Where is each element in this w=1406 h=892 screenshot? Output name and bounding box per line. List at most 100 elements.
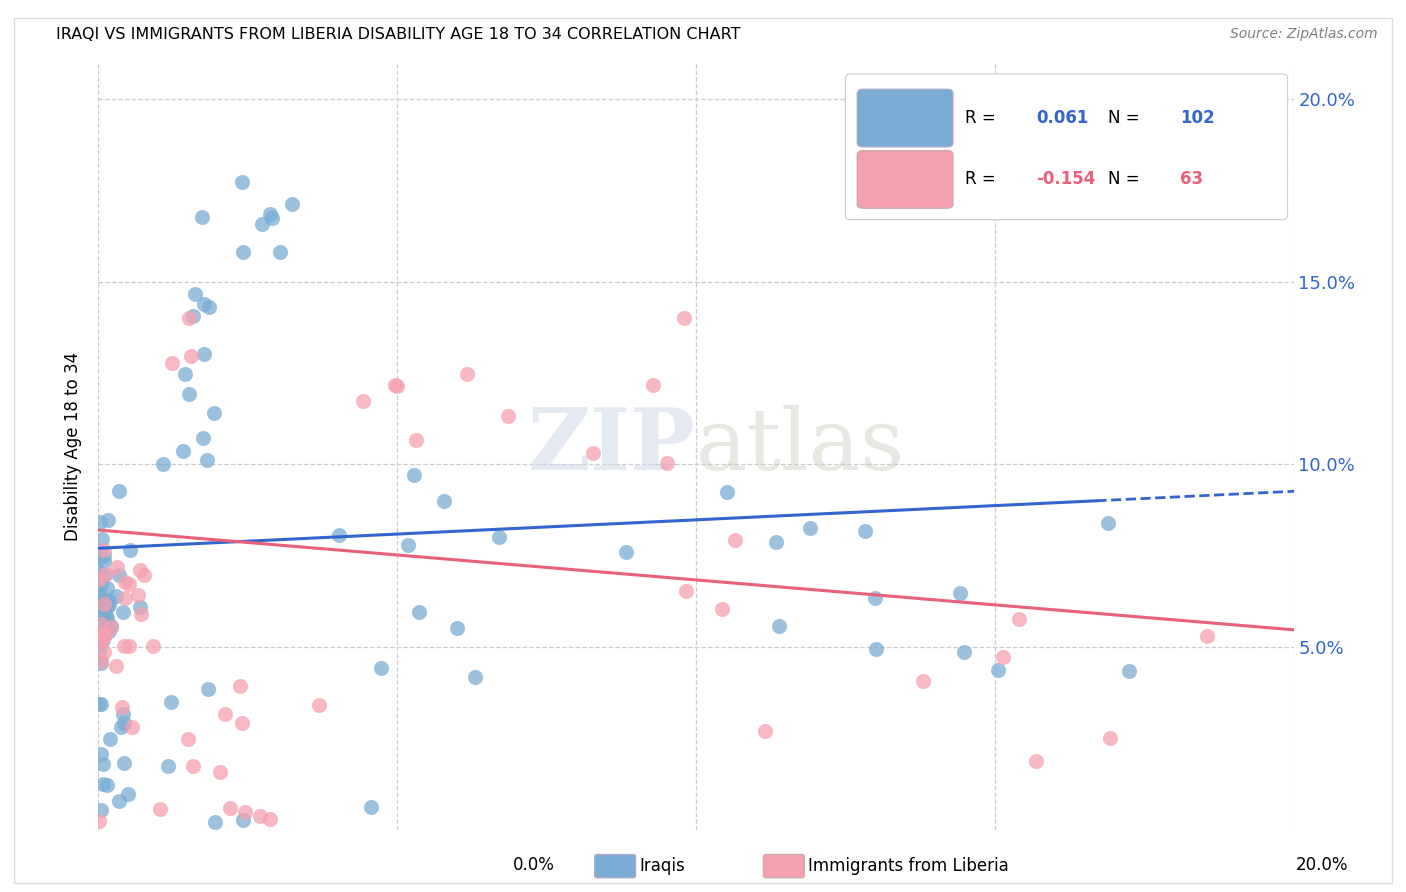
Point bbox=[405, 433, 427, 447]
Text: IRAQI VS IMMIGRANTS FROM LIBERIA DISABILITY AGE 18 TO 34 CORRELATION CHART: IRAQI VS IMMIGRANTS FROM LIBERIA DISABIL… bbox=[56, 27, 741, 42]
Point bbox=[91, 627, 114, 641]
Text: 0.061: 0.061 bbox=[1036, 109, 1090, 127]
Point bbox=[396, 538, 419, 552]
Text: 63: 63 bbox=[1180, 170, 1204, 188]
Point bbox=[991, 650, 1014, 665]
Point bbox=[89, 572, 111, 586]
Point bbox=[181, 309, 204, 323]
Text: 20.0%: 20.0% bbox=[1295, 856, 1348, 874]
Point bbox=[91, 632, 114, 647]
Point bbox=[87, 632, 110, 647]
Point bbox=[89, 587, 111, 601]
Point bbox=[229, 679, 252, 693]
Point bbox=[675, 584, 697, 599]
Point bbox=[149, 802, 172, 816]
Point bbox=[107, 484, 129, 499]
Point bbox=[93, 630, 115, 644]
Point bbox=[93, 777, 115, 791]
Point bbox=[87, 603, 110, 617]
Point bbox=[152, 457, 174, 471]
Point bbox=[949, 586, 972, 600]
Point bbox=[111, 700, 134, 714]
FancyBboxPatch shape bbox=[858, 89, 953, 147]
Point bbox=[987, 663, 1010, 677]
Point bbox=[614, 545, 637, 559]
Point bbox=[118, 543, 141, 558]
Point bbox=[370, 661, 392, 675]
Point bbox=[488, 529, 510, 543]
Point bbox=[96, 593, 118, 607]
Point bbox=[1025, 754, 1047, 768]
Point bbox=[112, 715, 135, 730]
Point bbox=[112, 756, 135, 771]
Point bbox=[87, 565, 110, 579]
Point bbox=[93, 645, 115, 659]
Point bbox=[214, 706, 236, 721]
Point bbox=[156, 759, 179, 773]
Y-axis label: Disability Age 18 to 34: Disability Age 18 to 34 bbox=[65, 351, 83, 541]
Point bbox=[360, 800, 382, 814]
Point bbox=[184, 287, 207, 301]
Point bbox=[172, 443, 194, 458]
Point bbox=[641, 378, 664, 392]
Point bbox=[1197, 630, 1219, 644]
Point bbox=[231, 175, 253, 189]
Point bbox=[384, 378, 406, 392]
Point bbox=[97, 599, 120, 613]
Point bbox=[91, 756, 114, 771]
Point bbox=[87, 625, 110, 640]
Point bbox=[87, 550, 110, 565]
Point bbox=[385, 379, 408, 393]
Point bbox=[94, 599, 117, 614]
Point bbox=[100, 618, 122, 632]
Text: 102: 102 bbox=[1180, 109, 1215, 127]
Text: Immigrants from Liberia: Immigrants from Liberia bbox=[808, 857, 1010, 875]
Point bbox=[94, 567, 117, 582]
Point bbox=[232, 813, 254, 827]
Point bbox=[96, 599, 118, 613]
Point bbox=[91, 607, 114, 621]
Point bbox=[952, 645, 974, 659]
Point bbox=[197, 682, 219, 697]
Point bbox=[112, 639, 135, 653]
Point bbox=[259, 206, 281, 220]
Point bbox=[464, 669, 486, 683]
Point bbox=[853, 524, 876, 538]
Point bbox=[912, 673, 935, 688]
Point bbox=[93, 610, 115, 624]
Point bbox=[716, 484, 738, 499]
Point bbox=[90, 656, 112, 670]
Point bbox=[107, 568, 129, 582]
Point bbox=[97, 513, 120, 527]
Point bbox=[93, 548, 115, 562]
Point bbox=[118, 576, 141, 591]
Text: Source: ZipAtlas.com: Source: ZipAtlas.com bbox=[1230, 27, 1378, 41]
Point bbox=[496, 409, 519, 423]
Text: N =: N = bbox=[1108, 109, 1144, 127]
Point bbox=[724, 533, 747, 547]
Point bbox=[402, 467, 425, 482]
Point bbox=[177, 731, 200, 746]
Point bbox=[87, 637, 110, 651]
Point bbox=[180, 349, 202, 363]
Point bbox=[90, 697, 112, 711]
Point bbox=[269, 245, 291, 260]
Point bbox=[90, 616, 112, 631]
Point bbox=[111, 605, 134, 619]
Point bbox=[765, 534, 787, 549]
Point bbox=[93, 554, 115, 568]
Point bbox=[105, 590, 128, 604]
Point bbox=[90, 533, 112, 547]
Point bbox=[655, 457, 678, 471]
Point bbox=[93, 596, 115, 610]
FancyBboxPatch shape bbox=[845, 74, 1288, 219]
Point bbox=[179, 387, 201, 401]
Point bbox=[1097, 516, 1119, 530]
Text: atlas: atlas bbox=[696, 404, 905, 488]
Point bbox=[209, 764, 232, 779]
Point bbox=[195, 452, 218, 467]
Point bbox=[1008, 612, 1031, 626]
Point bbox=[204, 815, 226, 830]
Point bbox=[96, 618, 118, 632]
Point bbox=[799, 521, 821, 535]
